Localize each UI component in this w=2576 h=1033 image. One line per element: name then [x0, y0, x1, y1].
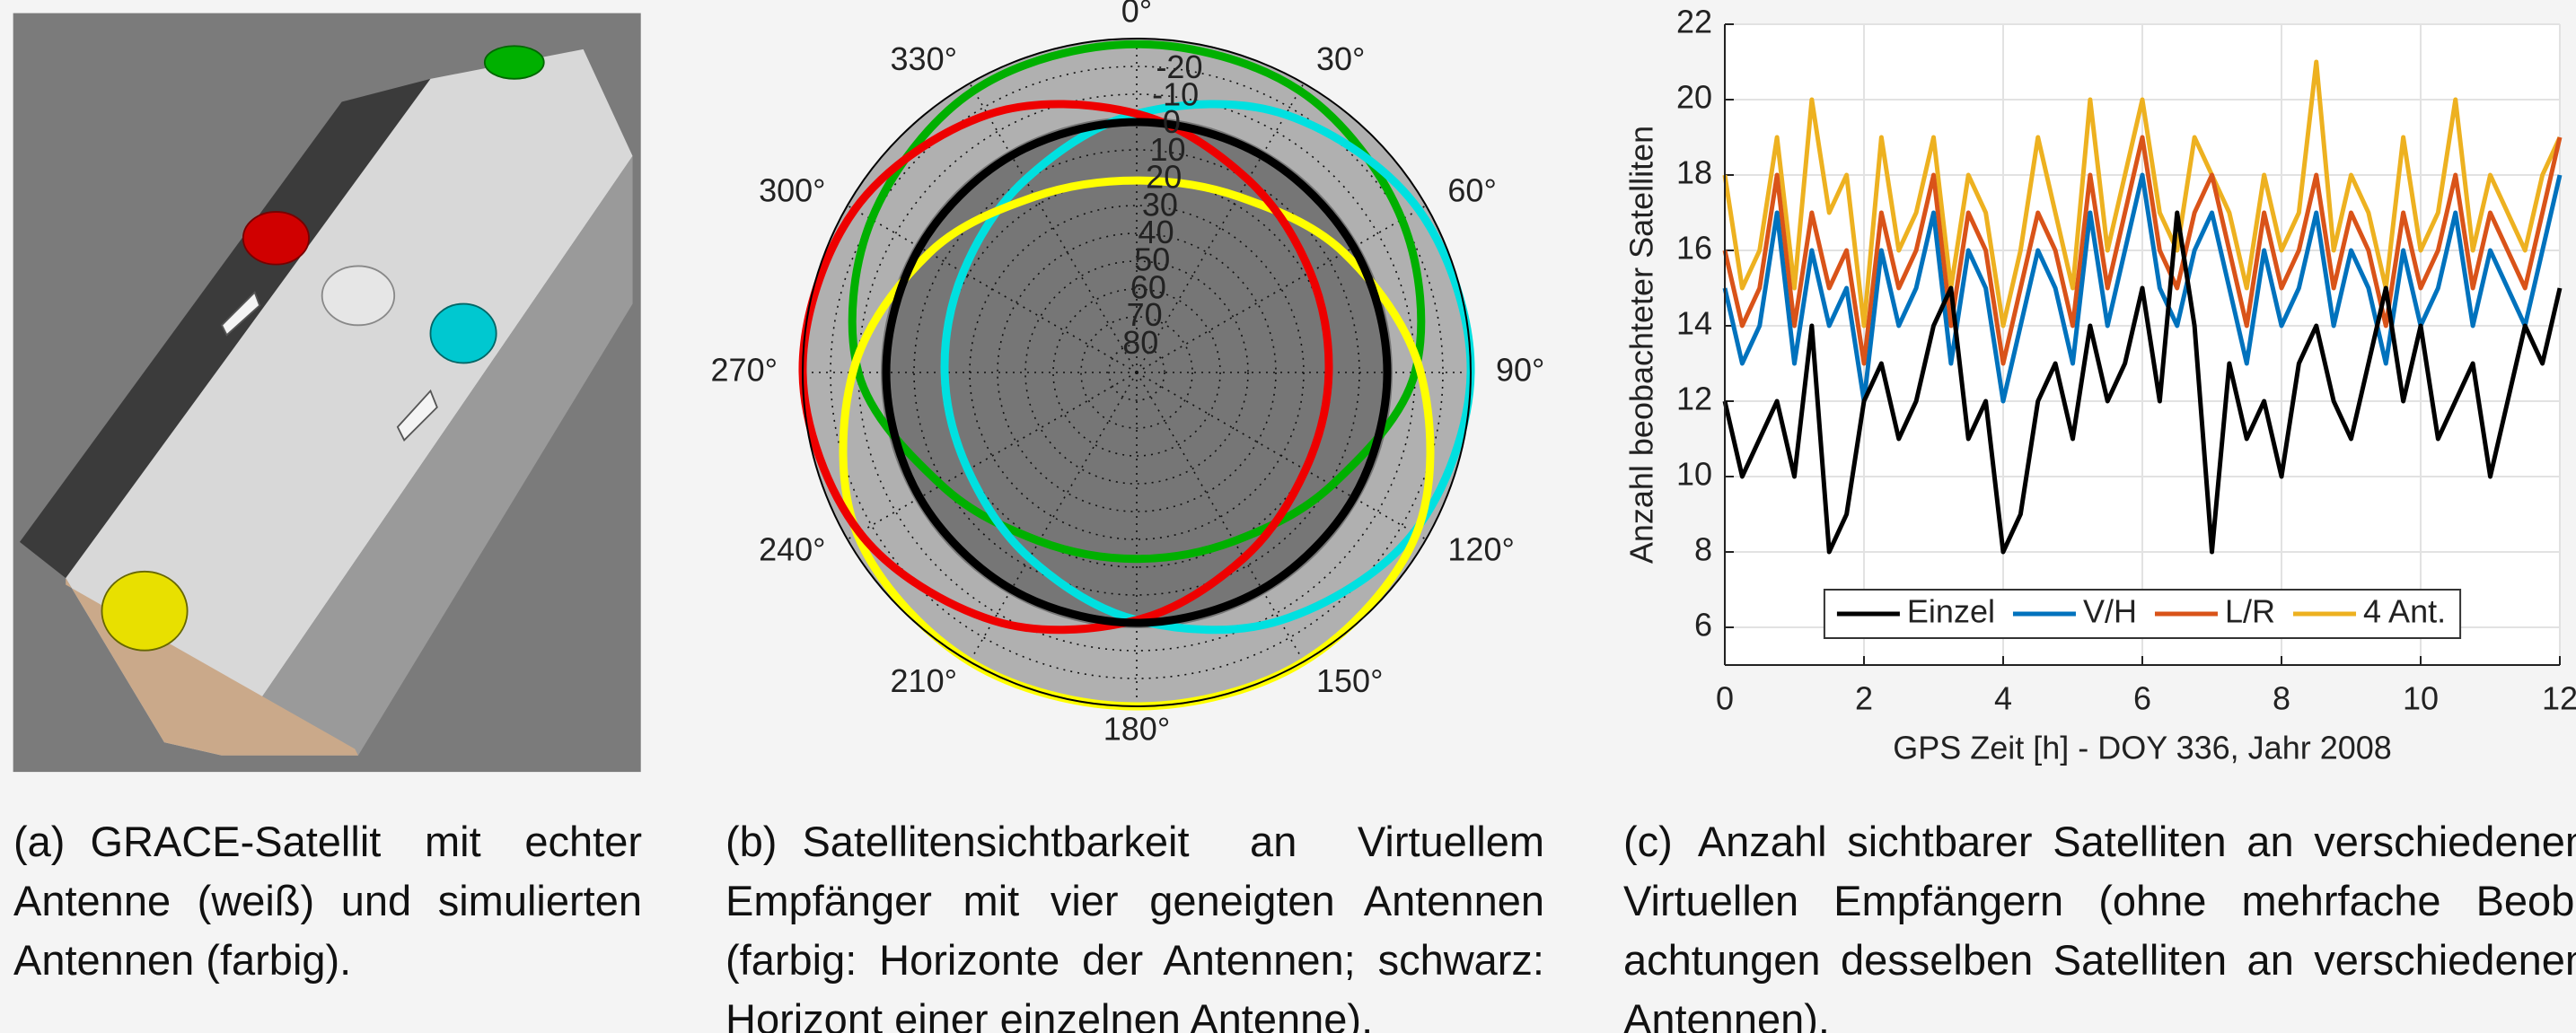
legend: Einzel V/H L/R 4 Ant.: [1824, 590, 2460, 638]
x-tick-label: 10: [2403, 680, 2439, 717]
legend-label: 4 Ant.: [2363, 593, 2446, 630]
x-tick-label: 6: [2133, 680, 2151, 717]
theta-tick-label: 60°: [1447, 172, 1496, 209]
caption-label: (b): [725, 818, 777, 865]
theta-tick-label: 270°: [711, 352, 778, 389]
theta-tick-label: 180°: [1103, 711, 1170, 748]
y-tick-label: 10: [1676, 456, 1712, 493]
y-tick-label: 16: [1676, 230, 1712, 267]
theta-tick-label: 0°: [1121, 0, 1152, 30]
x-axis-label: GPS Zeit [h] - DOY 336, Jahr 2008: [1893, 730, 2392, 766]
theta-tick-label: 120°: [1447, 531, 1514, 568]
theta-tick-label: 210°: [891, 662, 957, 699]
legend-label: V/H: [2083, 593, 2137, 630]
antenna-white: [322, 266, 395, 325]
legend-label: L/R: [2225, 593, 2275, 630]
satellite-render: [13, 13, 641, 772]
antenna-yellow: [101, 572, 187, 651]
caption: (c)Anzahl sichtbarer Satelliten an versc…: [1623, 812, 2576, 1033]
y-tick-label: 18: [1676, 154, 1712, 191]
antenna-red: [243, 212, 309, 265]
x-tick-label: 8: [2273, 680, 2290, 717]
theta-tick-label: 240°: [759, 531, 825, 568]
y-tick-label: 8: [1694, 531, 1712, 568]
x-tick-label: 0: [1716, 680, 1734, 717]
y-tick-label: 22: [1676, 4, 1712, 40]
caption: (a)GRACE-Satellit mit echter Antenne (we…: [13, 812, 642, 990]
caption-text: GRACE-Satellit mit echter Antenne (weiß)…: [13, 818, 642, 984]
figure: 0° 30° 60° 90° 120° 150° 180° 210° 240° 270° 300° 3…: [0, 0, 2576, 808]
theta-tick-label: 330°: [891, 40, 957, 77]
x-tick-label: 4: [1994, 680, 2012, 717]
x-tick-label: 12: [2542, 680, 2576, 717]
y-tick-label: 20: [1676, 79, 1712, 116]
caption-text: Anzahl sichtbarer Satelliten an verschie…: [1623, 818, 2576, 1033]
theta-tick-label: 300°: [759, 172, 825, 209]
theta-tick-label: 150°: [1316, 662, 1383, 699]
x-tick-label: 2: [1855, 680, 1873, 717]
antenna-cyan: [430, 304, 496, 363]
antenna-green: [485, 46, 544, 79]
y-axis-label: Anzahl beobachteter Satelliten: [1623, 126, 1660, 564]
line-chart: 0 2 4 6 8 10 12 6 8 10 12 14 16 18 20 22 GPS Zeit [h] - …: [1623, 4, 2576, 766]
caption-label: (a): [13, 818, 65, 865]
y-tick-label: 12: [1676, 381, 1712, 417]
caption-label: (c): [1623, 818, 1673, 865]
y-tick-label: 6: [1694, 607, 1712, 643]
legend-label: Einzel: [1907, 593, 1995, 630]
y-tick-label: 14: [1676, 305, 1712, 342]
caption-text: Satellitensichtbarkeit an Virtuellem Emp…: [725, 818, 1544, 1033]
theta-tick-label: 90°: [1496, 352, 1544, 389]
figure-page: 0° 30° 60° 90° 120° 150° 180° 210° 240° 270° 300° 3…: [0, 0, 2576, 1033]
r-tick-label: 80: [1122, 324, 1158, 361]
theta-tick-label: 30°: [1316, 40, 1365, 77]
caption: (b)Satellitensichtbarkeit an Virtuellem …: [725, 812, 1544, 1033]
